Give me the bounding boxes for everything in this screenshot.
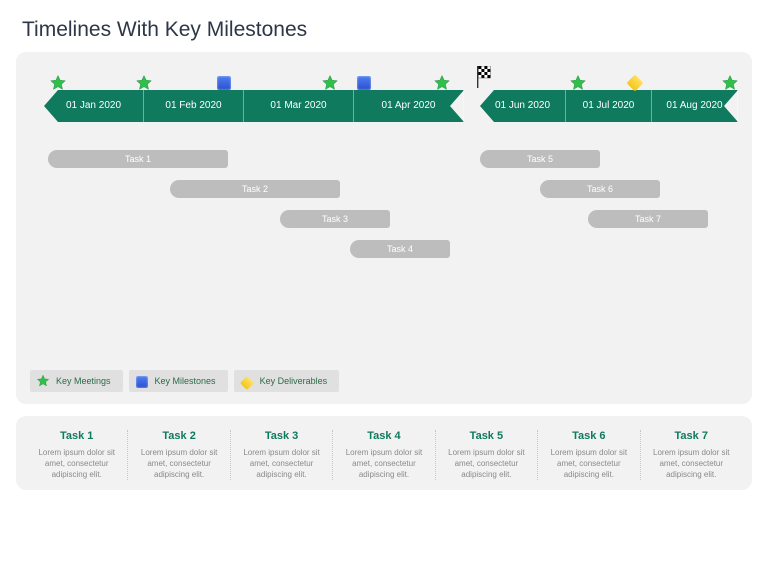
task-desc: Lorem ipsum dolor sit amet, consectetur … <box>136 448 221 480</box>
chart-area: 01 Jan 202001 Feb 202001 Mar 202001 Apr … <box>30 72 738 332</box>
task-desc: Lorem ipsum dolor sit amet, consectetur … <box>239 448 324 480</box>
month-label: 01 Feb 2020 <box>144 90 244 122</box>
task-column: Task 1 Lorem ipsum dolor sit amet, consec… <box>26 430 128 480</box>
timeline-panel: 01 Jan 202001 Feb 202001 Mar 202001 Apr … <box>16 52 752 404</box>
task-column: Task 3 Lorem ipsum dolor sit amet, consec… <box>231 430 333 480</box>
legend-item: Key Deliverables <box>234 370 340 392</box>
star-icon <box>135 74 153 92</box>
month-label: 01 Jul 2020 <box>566 90 652 122</box>
square-icon <box>217 74 235 92</box>
tasks-panel: Task 1 Lorem ipsum dolor sit amet, consec… <box>16 416 752 490</box>
month-label: 01 Mar 2020 <box>244 90 354 122</box>
task-bar: Task 1 <box>48 150 228 168</box>
task-desc: Lorem ipsum dolor sit amet, consectetur … <box>546 448 631 480</box>
task-bar: Task 7 <box>588 210 708 228</box>
task-bar: Task 2 <box>170 180 340 198</box>
task-desc: Lorem ipsum dolor sit amet, consectetur … <box>34 448 119 480</box>
diamond-icon <box>629 74 647 92</box>
task-title: Task 6 <box>546 430 631 442</box>
page-title: Timelines With Key Milestones <box>0 0 768 52</box>
month-label: 01 Jun 2020 <box>480 90 566 122</box>
task-bar: Task 5 <box>480 150 600 168</box>
task-title: Task 3 <box>239 430 324 442</box>
task-desc: Lorem ipsum dolor sit amet, consectetur … <box>649 448 734 480</box>
star-icon <box>49 74 67 92</box>
task-bar: Task 6 <box>540 180 660 198</box>
star-icon <box>36 374 50 388</box>
diamond-icon <box>240 374 254 388</box>
task-title: Task 5 <box>444 430 529 442</box>
task-bar: Task 4 <box>350 240 450 258</box>
legend-label: Key Deliverables <box>260 376 328 386</box>
legend-item: Key Milestones <box>129 370 228 392</box>
legend-row: Key Meetings Key Milestones Key Deliverabl… <box>30 370 339 392</box>
star-icon <box>721 74 739 92</box>
month-label: 01 Apr 2020 <box>354 90 464 122</box>
task-title: Task 2 <box>136 430 221 442</box>
month-label: 01 Jan 2020 <box>44 90 144 122</box>
legend-label: Key Meetings <box>56 376 111 386</box>
legend-item: Key Meetings <box>30 370 123 392</box>
legend-label: Key Milestones <box>155 376 216 386</box>
task-title: Task 4 <box>341 430 426 442</box>
task-title: Task 7 <box>649 430 734 442</box>
task-column: Task 2 Lorem ipsum dolor sit amet, consec… <box>128 430 230 480</box>
star-icon <box>321 74 339 92</box>
task-column: Task 6 Lorem ipsum dolor sit amet, consec… <box>538 430 640 480</box>
star-icon <box>433 74 451 92</box>
task-column: Task 7 Lorem ipsum dolor sit amet, consec… <box>641 430 742 480</box>
flag-icon <box>475 66 493 88</box>
task-desc: Lorem ipsum dolor sit amet, consectetur … <box>341 448 426 480</box>
star-icon <box>569 74 587 92</box>
task-column: Task 4 Lorem ipsum dolor sit amet, consec… <box>333 430 435 480</box>
month-label: 01 Aug 2020 <box>652 90 738 122</box>
task-title: Task 1 <box>34 430 119 442</box>
task-bar: Task 3 <box>280 210 390 228</box>
task-desc: Lorem ipsum dolor sit amet, consectetur … <box>444 448 529 480</box>
square-icon <box>357 74 375 92</box>
square-icon <box>135 374 149 388</box>
task-column: Task 5 Lorem ipsum dolor sit amet, consec… <box>436 430 538 480</box>
